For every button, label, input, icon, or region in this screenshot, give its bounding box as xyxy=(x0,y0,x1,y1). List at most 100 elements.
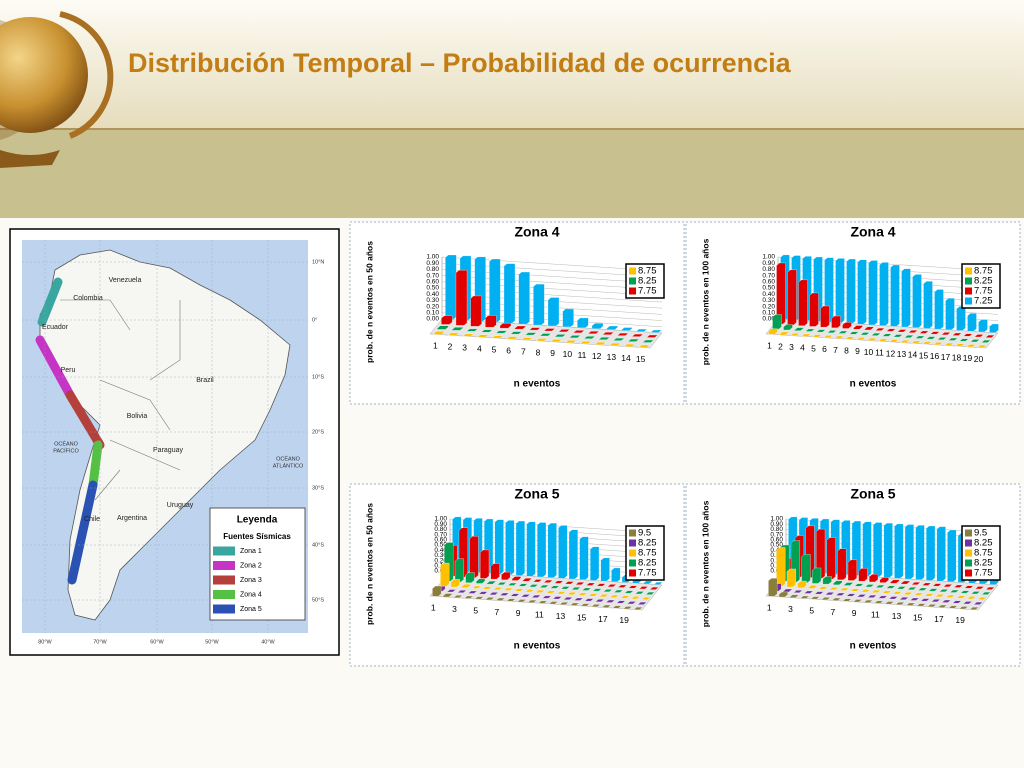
lon-label: 70°W xyxy=(93,639,107,645)
x-tick-label: 12 xyxy=(886,348,896,358)
bar xyxy=(545,590,556,594)
bar xyxy=(605,599,616,603)
bar xyxy=(833,580,843,585)
legend-swatch xyxy=(629,267,636,275)
bar xyxy=(616,600,626,604)
bar xyxy=(786,568,796,588)
bar xyxy=(627,338,640,342)
x-tick-label: 7 xyxy=(831,607,836,617)
legend-swatch xyxy=(629,559,636,567)
bar xyxy=(822,576,832,585)
ocean-label: ATLÁNTICO xyxy=(273,462,304,469)
bar xyxy=(514,588,524,592)
y-tick-label: 0.60 xyxy=(434,537,447,544)
chart: Zona 5 prob. de n eventos en 50 años n eve… xyxy=(349,483,685,667)
chart-title: Zona 5 xyxy=(514,486,559,502)
bar xyxy=(985,587,996,590)
bar xyxy=(558,329,571,333)
y-tick-label: 0.70 xyxy=(770,531,783,538)
chart: Zona 4 prob. de n eventos en 100 años n ev… xyxy=(685,221,1021,405)
map-legend-label: Zona 4 xyxy=(240,591,262,598)
bar xyxy=(812,334,822,338)
bar xyxy=(564,581,575,585)
x-tick-label: 19 xyxy=(955,615,965,625)
x-tick-label: 15 xyxy=(577,612,587,622)
bar xyxy=(875,328,885,331)
x-tick-label: 17 xyxy=(598,614,608,624)
legend-swatch xyxy=(629,529,636,537)
bar xyxy=(606,325,618,330)
y-tick-label: 0.60 xyxy=(426,279,439,286)
bar xyxy=(937,337,947,340)
bar xyxy=(782,588,792,593)
bar xyxy=(917,587,928,591)
lat-label: 20°S xyxy=(312,429,324,435)
legend-swatch xyxy=(965,529,972,537)
bar xyxy=(469,536,479,578)
bar xyxy=(899,597,909,600)
bar xyxy=(862,521,872,577)
bar xyxy=(948,605,958,609)
bar xyxy=(528,584,539,588)
bar xyxy=(455,270,468,326)
bar xyxy=(920,598,931,602)
bar xyxy=(528,327,541,331)
bar xyxy=(454,558,464,583)
y-tick-label: 0.10 xyxy=(762,310,775,317)
bar xyxy=(584,598,595,602)
bar xyxy=(888,596,899,600)
bar xyxy=(808,585,818,589)
bar xyxy=(871,590,882,593)
y-tick-label: 0.20 xyxy=(434,557,447,564)
y-tick-label: 1.00 xyxy=(770,516,783,523)
x-tick-label: 13 xyxy=(607,352,617,362)
bar xyxy=(515,520,525,576)
bar xyxy=(936,526,946,582)
bar xyxy=(465,572,475,583)
bar xyxy=(919,330,929,334)
legend-swatch xyxy=(965,539,972,547)
bar xyxy=(846,593,856,597)
bar xyxy=(611,567,621,582)
bar xyxy=(490,563,500,580)
bar xyxy=(581,587,592,591)
y-tick-label: 0.40 xyxy=(434,547,447,554)
bar xyxy=(884,601,895,605)
map-legend-label: Zona 2 xyxy=(240,562,262,569)
bar xyxy=(955,343,965,347)
x-tick-label: 2 xyxy=(778,341,783,351)
bar xyxy=(768,328,778,335)
y-tick-label: 0.80 xyxy=(426,266,439,273)
bar xyxy=(860,332,870,336)
bar xyxy=(457,590,467,593)
bar xyxy=(831,315,841,328)
bar xyxy=(642,339,655,343)
bar xyxy=(616,333,629,336)
legend-swatch xyxy=(629,287,636,295)
bar xyxy=(885,585,896,589)
bar xyxy=(915,525,925,580)
bar xyxy=(921,582,932,586)
country-label: Venezuela xyxy=(109,277,142,284)
bar xyxy=(850,588,860,592)
x-tick-label: 15 xyxy=(636,354,646,364)
bar xyxy=(867,595,878,598)
bar xyxy=(889,339,899,343)
bar xyxy=(823,335,833,338)
bar xyxy=(592,588,603,592)
y-tick-label: 0.00 xyxy=(426,316,439,323)
bar xyxy=(480,549,490,579)
y-tick-label: 1.00 xyxy=(434,516,447,523)
y-tick-label: 0.90 xyxy=(762,260,775,267)
x-tick-label: 13 xyxy=(897,349,907,359)
x-tick-label: 9 xyxy=(852,608,857,618)
x-tick-label: 10 xyxy=(563,349,573,359)
slide-title: Distribución Temporal – Probabilidad de … xyxy=(128,48,792,78)
x-tick-label: 15 xyxy=(913,612,923,622)
bar xyxy=(612,605,622,609)
bar xyxy=(977,345,987,348)
bar xyxy=(934,594,945,597)
bar xyxy=(520,594,531,598)
bar xyxy=(869,574,879,583)
bar xyxy=(879,577,889,583)
